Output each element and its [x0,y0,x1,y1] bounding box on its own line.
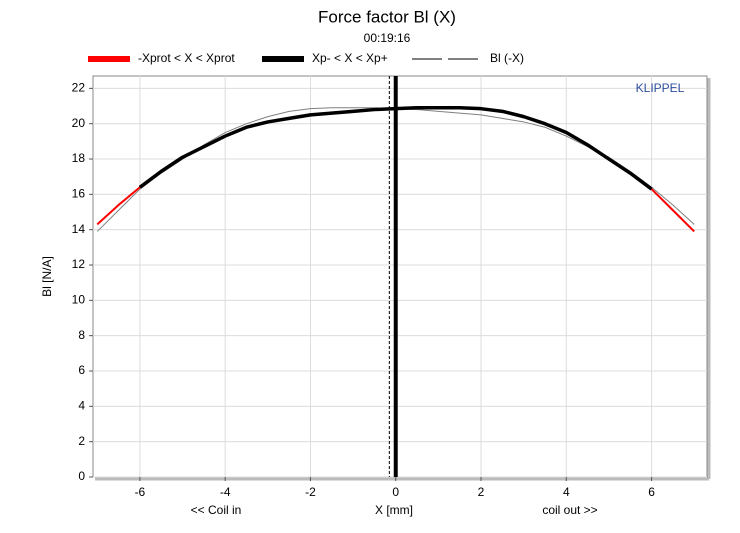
x-tick-label: -4 [220,485,231,499]
y-axis-label: Bl [N/A] [40,256,54,297]
y-tick-label: 14 [72,222,86,236]
legend-label: -Xprot < X < Xprot [138,51,235,65]
x-tick-label: 2 [478,485,485,499]
legend-label: Bl (-X) [490,51,524,65]
annotation: << Coil in [191,503,242,517]
plot-area [92,75,708,478]
y-tick-label: 6 [78,363,85,377]
legend-swatch [262,56,304,62]
y-tick-label: 12 [72,257,86,271]
x-axis-label: X [mm] [375,503,413,517]
x-tick-label: 6 [648,485,655,499]
annotation: coil out >> [542,503,597,517]
y-tick-label: 0 [78,469,85,483]
x-tick-label: 4 [563,485,570,499]
legend-label: Xp- < X < Xp+ [312,51,388,65]
y-tick-label: 20 [72,116,86,130]
x-tick-label: -2 [305,485,316,499]
y-tick-label: 2 [78,434,85,448]
chart-title: Force factor Bl (X) [318,7,456,26]
x-tick-label: 0 [392,485,399,499]
y-tick-label: 4 [78,399,85,413]
legend-swatch [88,56,130,62]
y-tick-label: 16 [72,187,86,201]
series-line [138,106,653,191]
y-tick-label: 10 [72,293,86,307]
y-tick-label: 8 [78,328,85,342]
chart-subtitle: 00:19:16 [364,31,411,45]
y-tick-label: 18 [72,151,86,165]
y-tick-label: 22 [72,81,86,95]
annotation: KLIPPEL [636,81,685,95]
x-tick-label: -6 [135,485,146,499]
